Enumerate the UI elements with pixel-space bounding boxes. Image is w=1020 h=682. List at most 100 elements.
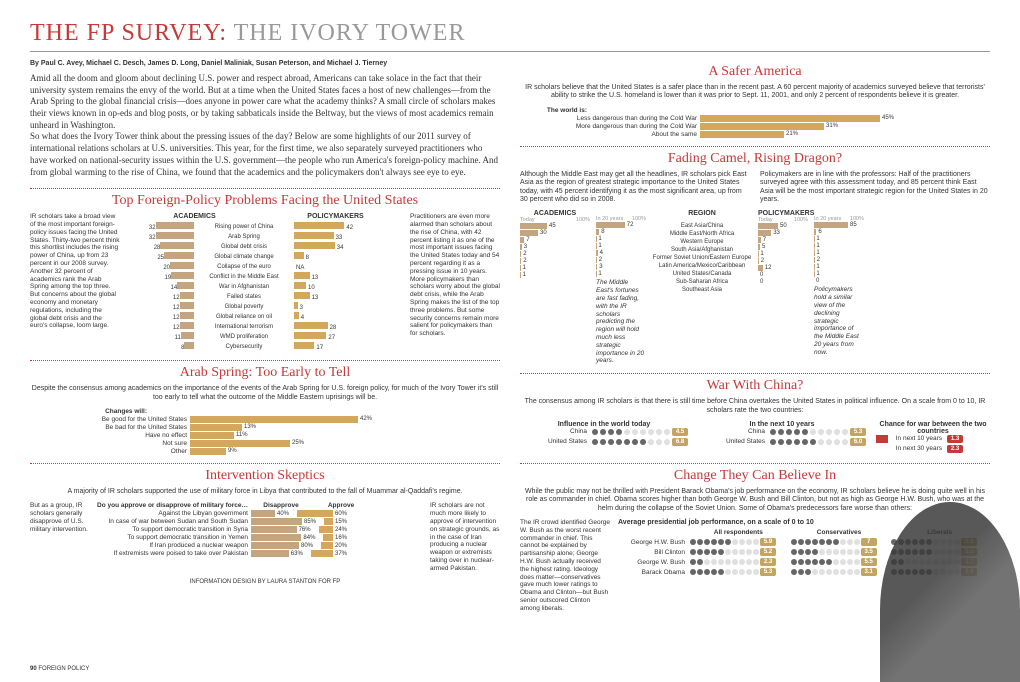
change-title: Change They Can Believe In xyxy=(520,463,990,484)
fading-bar: 30 xyxy=(520,230,590,236)
fading-bar: 6 xyxy=(814,229,864,235)
fading-bar: 1 xyxy=(814,264,864,270)
fading-h-acad: ACADEMICS xyxy=(520,210,590,217)
safer-row: More dangerous than during the Cold War3… xyxy=(520,123,990,130)
region-label: United States/Canada xyxy=(652,271,752,279)
arab-row: Have no effect11% xyxy=(70,432,500,439)
change-left-note: The IR crowd identified George W. Bush a… xyxy=(520,519,610,613)
top-problems-row: 32Rising power of China42 xyxy=(124,222,406,231)
fading-title: Fading Camel, Rising Dragon? xyxy=(520,146,990,167)
int-h-a: Approve xyxy=(311,502,371,509)
arab-title: Arab Spring: Too Early to Tell xyxy=(30,360,500,381)
top-problems-title: Top Foreign-Policy Problems Facing the U… xyxy=(30,188,500,209)
pol-header: POLICYMAKERS xyxy=(265,213,406,220)
fading-bar: 2 xyxy=(520,251,590,257)
region-label: Southeast Asia xyxy=(652,287,752,295)
fading-bar: 1 xyxy=(520,272,590,278)
main-columns: By Paul C. Avey, Michael C. Desch, James… xyxy=(30,60,990,613)
fading-desc-l: Although the Middle East may get all the… xyxy=(520,171,750,205)
arab-row: Not sure25% xyxy=(70,440,500,447)
fading-bar: 8 xyxy=(596,229,646,235)
arab-row: Other9% xyxy=(70,448,500,455)
fading-bar: 2 xyxy=(596,257,646,263)
top-problems-row: 32Arab Spring33 xyxy=(124,232,406,241)
arab-row: Be good for the United States42% xyxy=(70,416,500,423)
fading-bar: 1 xyxy=(814,236,864,242)
safer-row: Less dangerous than during the Cold War4… xyxy=(520,115,990,122)
change-h-all: All respondents xyxy=(688,529,789,536)
war-title: War With China? xyxy=(520,373,990,394)
fading-bar: 1 xyxy=(596,271,646,277)
int-right-note: IR scholars are not much more likely to … xyxy=(430,502,500,572)
top-problems-row: 14War in Afghanistan10 xyxy=(124,282,406,291)
intervention-row: In case of war between Sudan and South S… xyxy=(96,518,424,525)
war-us-today: 6.8 xyxy=(672,438,688,446)
page-title: THE FP SURVEY: THE IVORY TOWER xyxy=(30,20,990,52)
safer-desc: IR scholars believe that the United Stat… xyxy=(520,84,990,101)
intervention-row: If extremists were poised to take over P… xyxy=(96,550,424,557)
region-label: Western Europe xyxy=(652,239,752,247)
arab-label: Changes will: xyxy=(30,408,150,415)
top-problems-row: 11WMD proliferation27 xyxy=(124,332,406,341)
fading-bar: 3 xyxy=(520,244,590,250)
arab-row: Be bad for the United States13% xyxy=(70,424,500,431)
fading-bar: 2 xyxy=(814,257,864,263)
intervention-row: Against the Libyan government40%60% xyxy=(96,510,424,517)
war-10v: 1.3 xyxy=(947,435,963,443)
region-label: Sub-Saharan Africa xyxy=(652,279,752,287)
fading-bar: 4 xyxy=(596,250,646,256)
page-footer: 90 FOREIGN POLICY xyxy=(30,666,89,672)
top-problems-row: 28Global debt crisis34 xyxy=(124,242,406,251)
war-us-l1: United States xyxy=(520,438,590,445)
fading-bar: 5 xyxy=(758,244,808,250)
fading-desc-r: Policymakers are in line with the profes… xyxy=(760,171,990,205)
top-problems-right-note: Practitioners are even more alarmed than… xyxy=(410,213,500,352)
fading-h-region: REGION xyxy=(652,210,752,217)
intervention-row: To support democratic transition in Yeme… xyxy=(96,534,424,541)
fading-bar: 45 xyxy=(520,223,590,229)
war-desc: The consensus among IR scholars is that … xyxy=(520,398,990,415)
int-left-note: But as a group, IR scholars generally di… xyxy=(30,502,90,572)
fading-note-l: The Middle East's fortunes are fast fadi… xyxy=(596,279,646,365)
war-h2: In the next 10 years xyxy=(698,421,866,428)
fading-grid: ACADEMICS Today100% 4530732211 In 20 yea… xyxy=(520,210,990,365)
mag-name: FOREIGN POLICY xyxy=(38,666,89,672)
safer-title: A Safer America xyxy=(520,60,990,80)
top-problems-left-note: IR scholars take a broad view of the mos… xyxy=(30,213,120,352)
credit: INFORMATION DESIGN BY LAURA STANTON FOR … xyxy=(30,579,500,585)
top-problems-row: 20Collapse of the euroNA xyxy=(124,262,406,271)
fading-note-r: Policymakers hold a similar view of the … xyxy=(814,286,864,356)
fading-bar: 1 xyxy=(814,243,864,249)
war-30-l: In next 30 years xyxy=(890,445,945,452)
fading-bar: 1 xyxy=(758,251,808,257)
region-label: South Asia/Afghanistan xyxy=(652,247,752,255)
fading-bar: 7 xyxy=(758,237,808,243)
region-label: Middle East/North Africa xyxy=(652,231,752,239)
left-column: By Paul C. Avey, Michael C. Desch, James… xyxy=(30,60,500,613)
fading-bar: 12 xyxy=(758,265,808,271)
top-problems-row: 25Global climate change8 xyxy=(124,252,406,261)
intervention-row: To support democratic transition in Syri… xyxy=(96,526,424,533)
change-h-con: Conservatives xyxy=(789,529,890,536)
war-h1: Influence in the world today xyxy=(520,421,688,428)
war-china-10y: 5.3 xyxy=(850,428,866,436)
int-h-d: Disapprove xyxy=(251,502,311,509)
war-us-10y: 6.0 xyxy=(850,438,866,446)
safer-label: The world is: xyxy=(520,107,590,114)
war-china-today: 4.5 xyxy=(672,428,688,436)
war-30v: 2.3 xyxy=(947,445,963,453)
fading-bar: 1 xyxy=(596,236,646,242)
top-problems-row: 12International terrorism28 xyxy=(124,322,406,331)
war-us-l2: United States xyxy=(698,438,768,445)
fading-bar: 7 xyxy=(520,237,590,243)
top-problems-row: 12Failed states13 xyxy=(124,292,406,301)
title-red: THE FP SURVEY: xyxy=(30,20,227,46)
int-q: Do you approve or disapprove of military… xyxy=(96,502,251,509)
acad-header: ACADEMICS xyxy=(124,213,265,220)
page-number: 90 xyxy=(30,666,37,672)
fading-bar: 33 xyxy=(758,230,808,236)
title-gray: THE IVORY TOWER xyxy=(227,20,465,46)
top-problems-chart: IR scholars take a broad view of the mos… xyxy=(30,213,500,352)
top-problems-row: 12Global reliance on oil4 xyxy=(124,312,406,321)
fading-bar: 72 xyxy=(596,222,646,228)
